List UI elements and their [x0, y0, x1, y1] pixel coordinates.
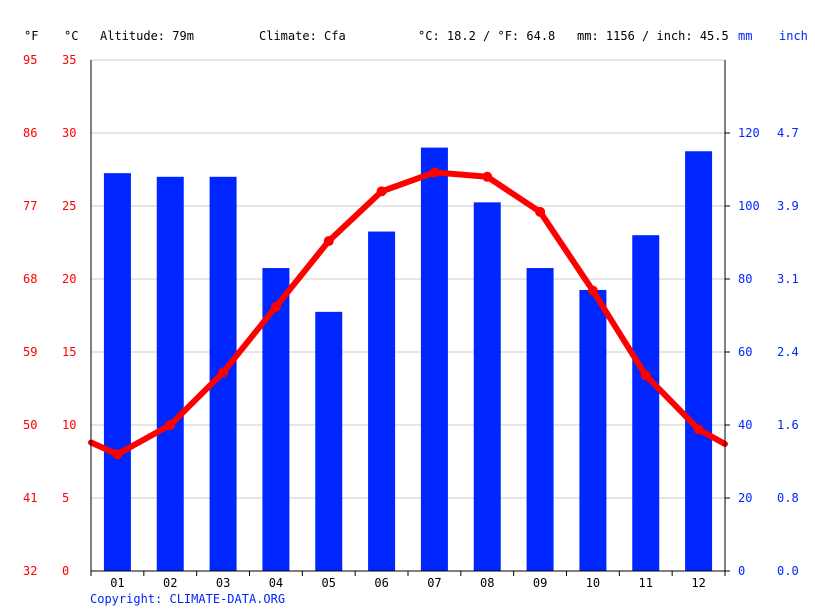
- month-label: 12: [691, 576, 705, 590]
- month-label: 01: [110, 576, 124, 590]
- temperature-point: [165, 420, 176, 430]
- precipitation-bars: [103, 147, 713, 572]
- inch-tick-label: 2.4: [777, 345, 799, 359]
- avg-temp-label: °C: 18.2 / °F: 64.8: [418, 29, 555, 43]
- precipitation-bar: [368, 231, 396, 572]
- precipitation-bar: [526, 268, 554, 571]
- precipitation-bar: [632, 235, 660, 571]
- fahrenheit-tick-label: 50: [23, 418, 37, 432]
- precipitation-bar: [420, 147, 448, 571]
- precip-total-label: mm: 1156 / inch: 45.5: [577, 29, 729, 43]
- month-label: 04: [269, 576, 283, 590]
- fahrenheit-tick-label: 32: [23, 564, 37, 578]
- month-label: 10: [586, 576, 600, 590]
- temperature-point: [376, 186, 387, 197]
- mm-tick-label: 0: [738, 564, 745, 578]
- precipitation-bar: [103, 173, 131, 571]
- fahrenheit-tick-label: 41: [23, 491, 37, 505]
- axis-labels: 0 32 5 41 10 50 15 59 20 68 25 77 30 86 35 95 0 0.0 20 0.8 4…: [23, 53, 799, 590]
- celsius-tick-label: 20: [62, 272, 76, 286]
- celsius-unit-label: °C: [64, 29, 78, 43]
- temperature-point: [482, 171, 493, 182]
- precipitation-bar: [579, 289, 607, 571]
- fahrenheit-tick-label: 68: [23, 272, 37, 286]
- mm-tick-label: 40: [738, 418, 752, 432]
- altitude-label: Altitude: 79m: [100, 29, 194, 43]
- fahrenheit-tick-label: 86: [23, 126, 37, 140]
- temperature-point: [323, 236, 334, 247]
- celsius-tick-label: 35: [62, 53, 76, 67]
- month-label: 05: [322, 576, 336, 590]
- temperature-point: [270, 301, 281, 312]
- celsius-tick-label: 10: [62, 418, 76, 432]
- inch-tick-label: 3.9: [777, 199, 799, 213]
- celsius-tick-label: 30: [62, 126, 76, 140]
- precipitation-bar: [156, 176, 184, 572]
- axes: [90, 60, 730, 576]
- inch-tick-label: 4.7: [777, 126, 799, 140]
- mm-tick-label: 20: [738, 491, 752, 505]
- month-label: 02: [163, 576, 177, 590]
- month-label: 06: [374, 576, 388, 590]
- inch-tick-label: 1.6: [777, 418, 799, 432]
- temperature-point: [112, 449, 123, 460]
- mm-tick-label: 60: [738, 345, 752, 359]
- celsius-tick-label: 25: [62, 199, 76, 213]
- fahrenheit-unit-label: °F: [24, 29, 38, 43]
- fahrenheit-tick-label: 77: [23, 199, 37, 213]
- celsius-tick-label: 15: [62, 345, 76, 359]
- temperature-point: [535, 206, 546, 217]
- mm-unit-label: mm: [738, 29, 752, 43]
- gridlines: [91, 59, 725, 499]
- mm-tick-label: 120: [738, 126, 760, 140]
- temperature-point: [429, 167, 440, 178]
- celsius-tick-label: 0: [62, 564, 69, 578]
- temperature-point: [218, 367, 229, 378]
- month-label: 08: [480, 576, 494, 590]
- temperature-point: [587, 285, 598, 296]
- inch-tick-label: 0.0: [777, 564, 799, 578]
- temperature-point: [640, 370, 651, 381]
- month-label: 03: [216, 576, 230, 590]
- copyright-label: Copyright: CLIMATE-DATA.ORG: [90, 592, 285, 606]
- precipitation-bar: [262, 268, 290, 571]
- fahrenheit-tick-label: 59: [23, 345, 37, 359]
- mm-tick-label: 80: [738, 272, 752, 286]
- temperature-polyline: [88, 169, 728, 458]
- inch-tick-label: 3.1: [777, 272, 799, 286]
- fahrenheit-tick-label: 95: [23, 53, 37, 67]
- month-label: 09: [533, 576, 547, 590]
- mm-tick-label: 100: [738, 199, 760, 213]
- inch-tick-label: 0.8: [777, 491, 799, 505]
- precipitation-bar: [685, 151, 713, 571]
- month-label: 11: [639, 576, 653, 590]
- precipitation-bar: [315, 311, 343, 571]
- celsius-tick-label: 5: [62, 491, 69, 505]
- inch-unit-label: inch: [779, 29, 808, 43]
- temperature-point: [693, 424, 704, 435]
- month-label: 07: [427, 576, 441, 590]
- temperature-line: [88, 167, 728, 460]
- precipitation-bar: [473, 202, 501, 571]
- climate-label: Climate: Cfa: [259, 29, 346, 43]
